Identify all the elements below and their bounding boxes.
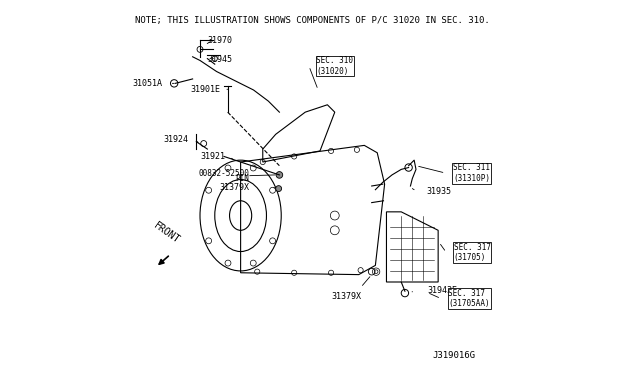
Text: 00832-52500: 00832-52500 — [198, 169, 249, 177]
Text: FRONT: FRONT — [152, 220, 182, 245]
Text: 31945: 31945 — [207, 55, 232, 64]
Text: 31924: 31924 — [163, 135, 188, 144]
Text: 31970: 31970 — [207, 36, 232, 45]
Text: 31935: 31935 — [426, 187, 451, 196]
Text: 31051A: 31051A — [132, 79, 162, 88]
Text: SEC. 311
(31310P): SEC. 311 (31310P) — [453, 163, 490, 183]
Text: 31901E: 31901E — [190, 85, 220, 94]
Text: J319016G: J319016G — [432, 350, 475, 359]
Text: SEC. 310
(31020): SEC. 310 (31020) — [316, 56, 353, 76]
Text: SEC. 317
(31705AA): SEC. 317 (31705AA) — [449, 289, 490, 308]
Text: 31943E: 31943E — [427, 286, 457, 295]
Text: 31379X: 31379X — [220, 183, 250, 192]
Text: SEC. 317
(31705): SEC. 317 (31705) — [454, 243, 491, 262]
Circle shape — [276, 171, 283, 178]
Circle shape — [276, 186, 282, 192]
Text: 31921: 31921 — [201, 152, 226, 161]
Text: NOTE; THIS ILLUSTRATION SHOWS COMPONENTS OF P/C 31020 IN SEC. 310.: NOTE; THIS ILLUSTRATION SHOWS COMPONENTS… — [135, 16, 490, 25]
Text: 31379X: 31379X — [331, 292, 361, 301]
Text: PIN: PIN — [236, 174, 249, 183]
